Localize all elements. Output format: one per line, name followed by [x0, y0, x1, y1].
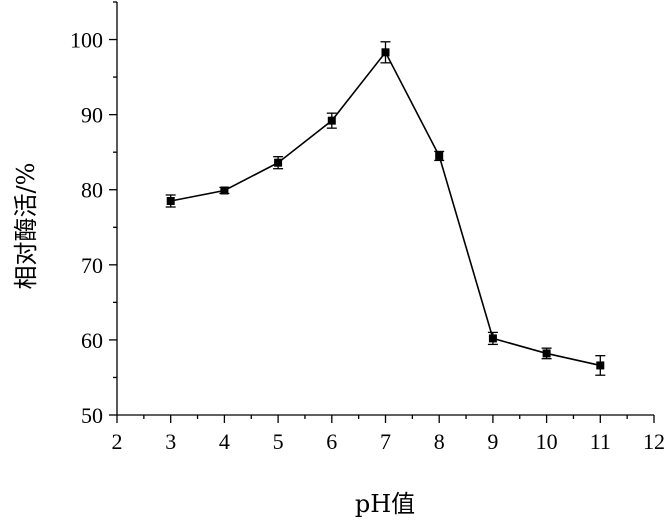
y-tick-label: 60 [81, 328, 103, 353]
series [165, 41, 606, 376]
x-tick-label: 7 [380, 429, 391, 454]
data-point [381, 48, 390, 57]
x-tick-label: 11 [590, 429, 611, 454]
y-tick-label: 100 [70, 28, 103, 53]
series-line [170, 50, 601, 367]
x-tick-label: 2 [112, 429, 123, 454]
x-tick-label: 8 [434, 429, 445, 454]
y-ticks: 50 60 70 80 90 100 [70, 1, 117, 428]
data-point [327, 116, 336, 125]
data-point [596, 361, 605, 370]
data-point [166, 196, 175, 205]
x-tick-label: 5 [273, 429, 284, 454]
y-tick-label: 90 [81, 103, 103, 128]
x-tick-label: 12 [643, 429, 665, 454]
data-point [435, 151, 444, 160]
axes [116, 2, 654, 416]
data-point [220, 186, 229, 195]
x-tick-label: 3 [165, 429, 176, 454]
x-ticks: 2 3 4 5 6 7 8 9 10 11 12 [112, 415, 665, 454]
y-axis-title: 相对酶活/% [12, 163, 40, 290]
x-tick-label: 10 [536, 429, 558, 454]
data-point [274, 158, 283, 167]
x-tick-label: 9 [487, 429, 498, 454]
data-point [542, 349, 551, 358]
x-axis-title: pH值 [355, 490, 415, 518]
y-tick-label: 50 [81, 403, 103, 428]
x-tick-label: 6 [326, 429, 337, 454]
y-tick-label: 80 [81, 178, 103, 203]
y-tick-label: 70 [81, 253, 103, 278]
data-point [488, 334, 497, 343]
x-tick-label: 4 [219, 429, 230, 454]
